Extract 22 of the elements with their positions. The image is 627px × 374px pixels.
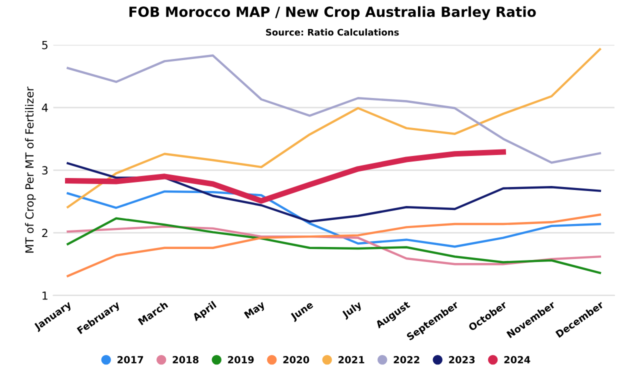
line-series <box>66 225 602 266</box>
line-series <box>66 54 602 164</box>
line-series <box>66 190 602 248</box>
y-tick-label: 2 <box>42 228 48 238</box>
y-axis-title: MT of Crop Per MT of Fertilizer <box>25 86 36 253</box>
x-tick-label: May <box>244 300 267 320</box>
y-tick-label: 3 <box>42 166 48 175</box>
line-series <box>66 48 602 208</box>
legend-label: 2022 <box>394 356 420 364</box>
legend-label: 2024 <box>504 356 530 364</box>
legend-label: 2023 <box>449 356 475 364</box>
chart-title: FOB Morocco MAP / New Crop Australia Barley Ratio <box>129 6 536 20</box>
legend-label: 2018 <box>172 356 199 364</box>
legend-label: 2019 <box>228 356 254 364</box>
y-tick-label: 4 <box>42 104 48 112</box>
legend-label: 2021 <box>338 356 364 364</box>
y-tick-label: 5 <box>42 41 48 50</box>
legend-label: 2017 <box>118 356 144 364</box>
chart-subtitle: Source: Ratio Calculations <box>266 28 399 36</box>
line-series <box>66 162 602 223</box>
y-tick-label: 1 <box>42 292 48 300</box>
legend-label: 2020 <box>283 356 310 364</box>
